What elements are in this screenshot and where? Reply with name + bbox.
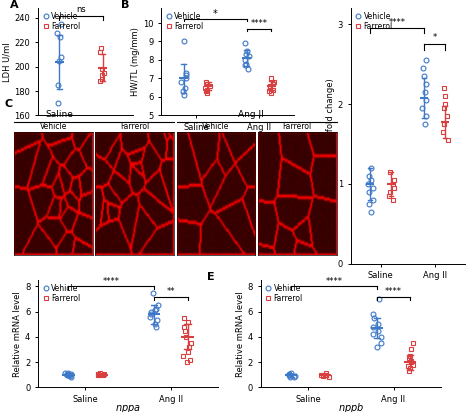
Legend: Vehicle, Farrerol: Vehicle, Farrerol	[42, 284, 80, 303]
Y-axis label: HW/TL (mg/mm): HW/TL (mg/mm)	[131, 27, 140, 96]
Text: E: E	[207, 272, 214, 281]
Text: **: **	[166, 287, 175, 295]
Legend: Vehicle, Farrerol: Vehicle, Farrerol	[355, 12, 393, 31]
Text: *: *	[213, 9, 218, 19]
Legend: Vehicle, Farrerol: Vehicle, Farrerol	[264, 284, 303, 303]
Text: Ang II: Ang II	[238, 110, 264, 119]
Text: ****: ****	[389, 18, 406, 26]
Y-axis label: Relative mRNA level: Relative mRNA level	[236, 291, 245, 377]
Text: A: A	[9, 0, 18, 9]
Text: ****: ****	[385, 287, 402, 295]
Text: $\it{nppa}$: $\it{nppa}$	[115, 403, 141, 412]
Title: Farrerol: Farrerol	[120, 122, 149, 131]
Text: B: B	[121, 0, 130, 9]
Text: ****: ****	[103, 276, 120, 286]
Title: Farrerol: Farrerol	[283, 122, 312, 131]
Text: C: C	[5, 99, 13, 109]
Text: *: *	[432, 33, 437, 42]
Y-axis label: LDH U/ml: LDH U/ml	[3, 42, 12, 82]
Title: Vehicle: Vehicle	[202, 122, 230, 131]
Legend: Vehicle, Farrerol: Vehicle, Farrerol	[42, 12, 80, 31]
Title: Vehicle: Vehicle	[40, 122, 67, 131]
Text: $\it{nppb}$: $\it{nppb}$	[337, 401, 364, 412]
Y-axis label: Relative mRNA level: Relative mRNA level	[13, 291, 22, 377]
Text: ****: ****	[251, 19, 267, 28]
Legend: Vehicle, Farrerol: Vehicle, Farrerol	[165, 12, 203, 31]
Y-axis label: Myocyte area (fold change): Myocyte area (fold change)	[326, 78, 335, 194]
Text: ns: ns	[76, 5, 86, 14]
Text: ****: ****	[326, 276, 343, 286]
Text: Saline: Saline	[45, 110, 73, 119]
